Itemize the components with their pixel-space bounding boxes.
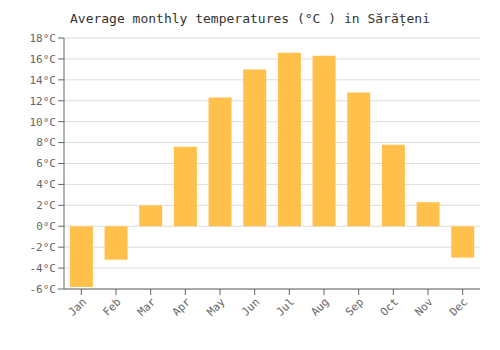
svg-text:6°C: 6°C [36, 157, 56, 170]
svg-text:16°C: 16°C [30, 53, 57, 66]
svg-text:Aug: Aug [308, 295, 331, 318]
svg-text:-4°C: -4°C [30, 262, 57, 275]
svg-text:Oct: Oct [378, 295, 401, 318]
svg-text:Dec: Dec [447, 295, 470, 318]
svg-text:Sep: Sep [343, 295, 366, 318]
svg-text:0°C: 0°C [36, 220, 56, 233]
svg-text:May: May [204, 295, 228, 319]
svg-text:14°C: 14°C [30, 74, 57, 87]
svg-text:Feb: Feb [100, 295, 123, 318]
svg-text:4°C: 4°C [36, 178, 56, 191]
svg-text:12°C: 12°C [30, 95, 57, 108]
svg-text:18°C: 18°C [30, 32, 57, 45]
svg-text:Nov: Nov [412, 295, 436, 319]
svg-text:10°C: 10°C [30, 116, 57, 129]
svg-text:Jul: Jul [274, 295, 297, 318]
svg-text:Apr: Apr [170, 295, 194, 319]
svg-text:Mar: Mar [135, 295, 159, 319]
svg-text:8°C: 8°C [36, 136, 56, 149]
svg-text:Jun: Jun [239, 295, 262, 318]
svg-text:Jan: Jan [66, 295, 89, 318]
svg-text:-6°C: -6°C [30, 283, 57, 296]
html-text:Average monthly temperatures (: Average monthly temperatures (°C ) in Să… [70, 11, 430, 26]
svg-text:-2°C: -2°C [30, 241, 57, 254]
svg-text:2°C: 2°C [36, 199, 56, 212]
